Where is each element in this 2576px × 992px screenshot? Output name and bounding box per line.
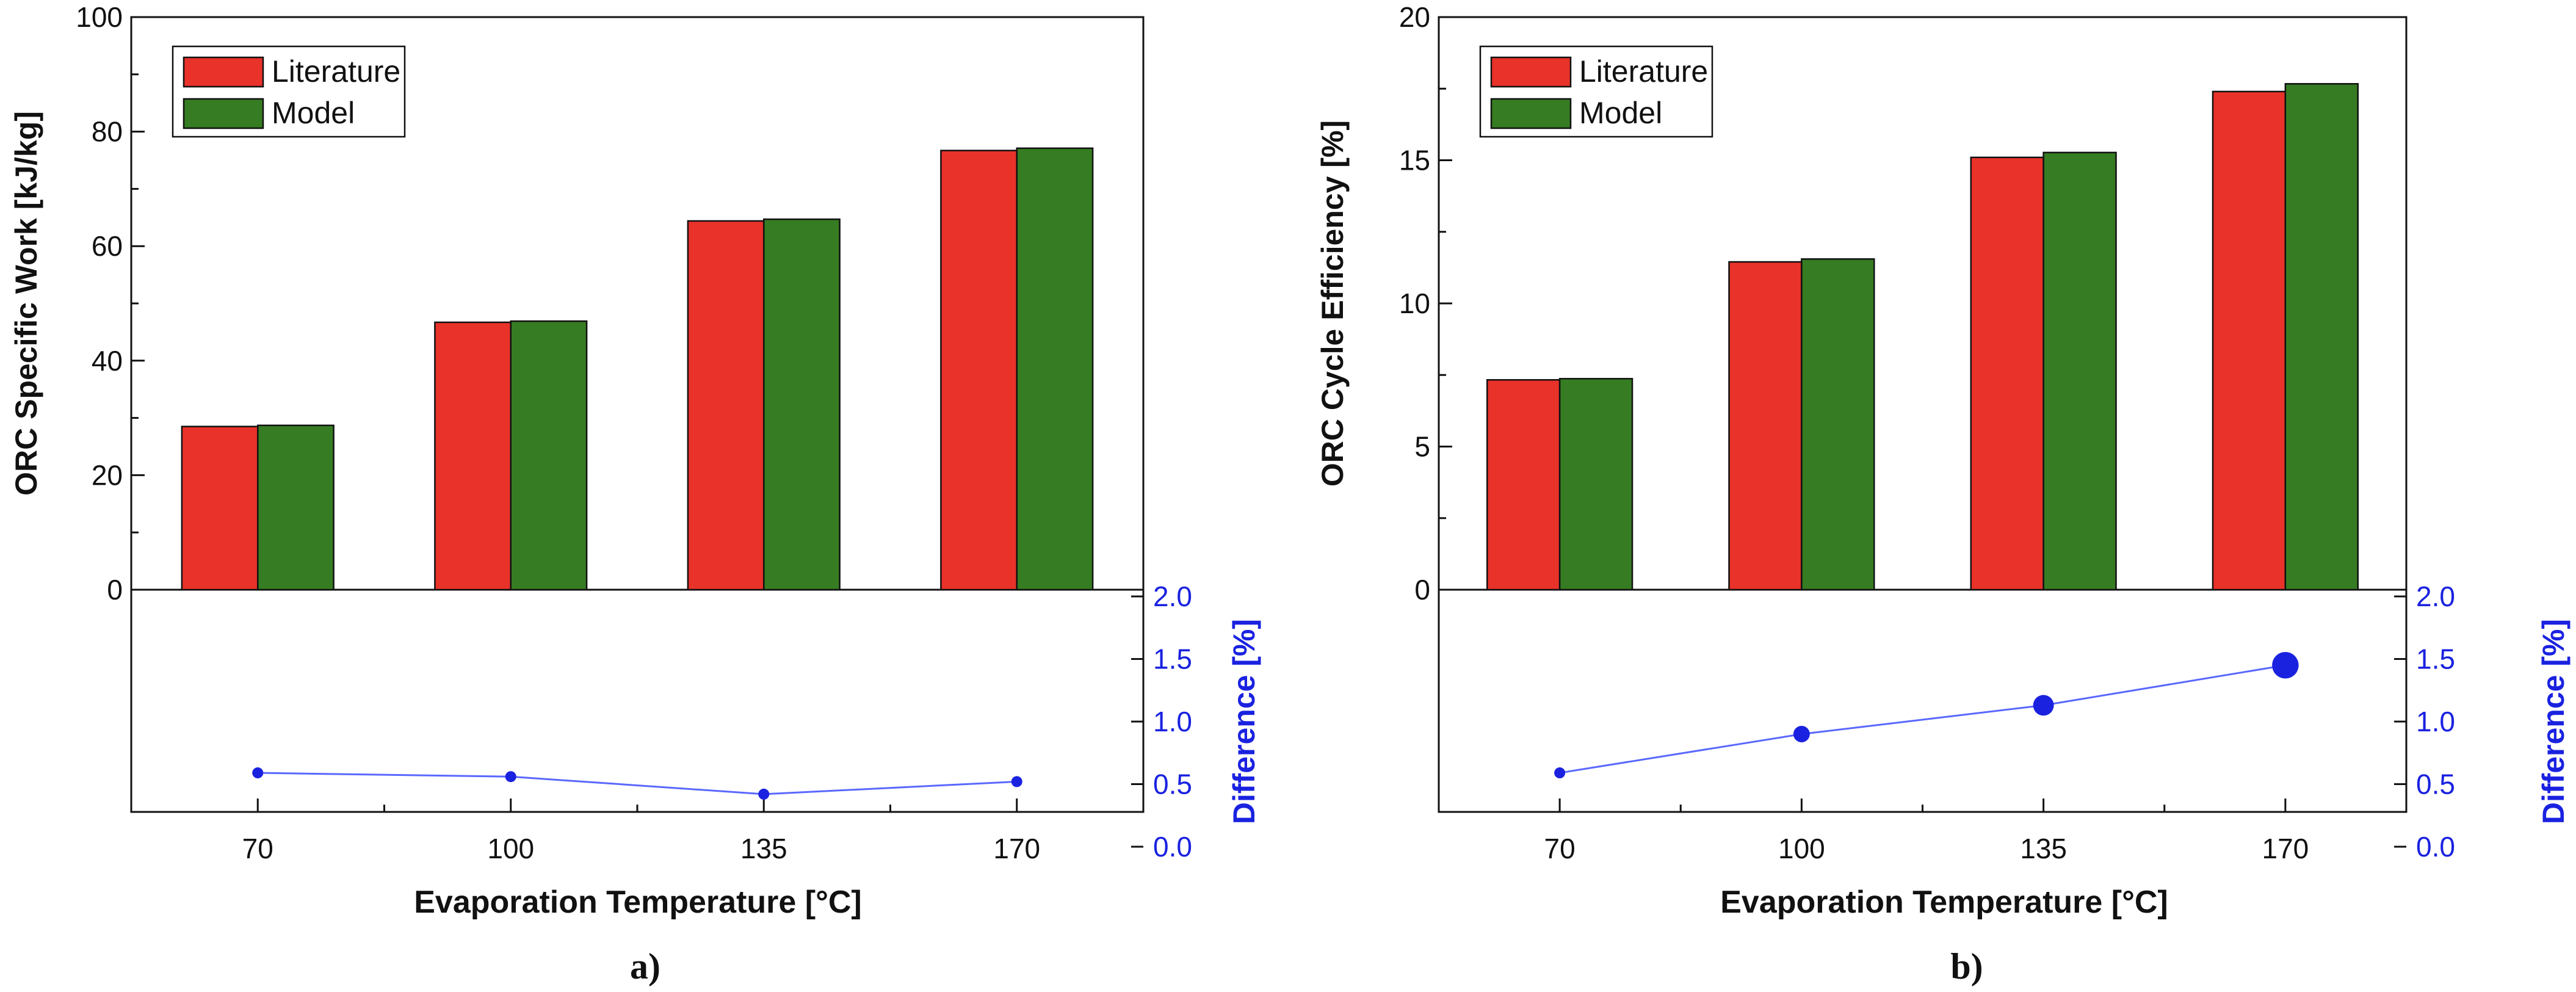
difference-point-135 xyxy=(758,788,770,800)
x-axis-title: Evaporation Temperature [°C] xyxy=(1720,885,2168,920)
legend-swatch-literature xyxy=(183,56,264,88)
x-tick-label: 100 xyxy=(1778,833,1825,864)
diff-tick-label: 1.5 xyxy=(2416,643,2455,675)
diff-tick-label: 1.0 xyxy=(2416,706,2455,737)
diff-tick-label: 1.0 xyxy=(1153,706,1192,737)
legend-swatch-model xyxy=(1490,98,1572,129)
bar-literature-170 xyxy=(940,150,1018,591)
bar-model-100 xyxy=(510,320,588,591)
bar-literature-135 xyxy=(1970,156,2044,591)
y-tick-label: 40 xyxy=(92,345,123,377)
panel-label: a) xyxy=(630,946,660,987)
y-tick-label: 20 xyxy=(1399,1,1430,33)
difference-point-135 xyxy=(2033,695,2054,716)
bar-model-135 xyxy=(763,218,841,591)
diff-tick-label: 2.0 xyxy=(2416,581,2455,612)
bar-model-170 xyxy=(2284,83,2359,591)
bar-model-170 xyxy=(1016,147,1094,591)
difference-point-70 xyxy=(1554,767,1566,779)
difference-point-70 xyxy=(252,767,264,779)
difference-point-170 xyxy=(1011,776,1022,787)
chart-panel-b: 0 5 10 15 20 ORC Cycle Efficiency [%] 0.0 0.5 1.… xyxy=(1315,1,2571,987)
bar-model-70 xyxy=(1558,378,1634,591)
diff-tick-label: 0.5 xyxy=(1153,769,1192,800)
x-tick-label: 100 xyxy=(487,833,534,864)
bar-model-135 xyxy=(2042,151,2117,591)
x-axis-title: Evaporation Temperature [°C] xyxy=(414,885,862,920)
y-tick-label: 15 xyxy=(1399,145,1430,176)
chart-panel-a: 0 20 40 60 80 100 ORC Specific Work [kJ/kg] 0.0… xyxy=(9,1,1261,987)
difference-axis-title: Difference [%] xyxy=(2536,619,2571,824)
bar-model-100 xyxy=(1801,258,1875,591)
panel-label: b) xyxy=(1950,946,1983,987)
bar-literature-100 xyxy=(1728,261,1803,591)
y-tick-label: 60 xyxy=(92,230,123,262)
x-tick-label: 135 xyxy=(740,833,787,864)
legend-swatch-literature xyxy=(1490,56,1572,88)
diff-tick-label: 0.0 xyxy=(1153,831,1192,863)
x-tick-label: 170 xyxy=(2262,833,2309,864)
diff-tick-label: 0.5 xyxy=(2416,769,2455,800)
bar-model-70 xyxy=(257,424,335,591)
x-tick-label: 70 xyxy=(242,833,273,864)
bar-literature-170 xyxy=(2212,90,2287,591)
difference-point-100 xyxy=(505,771,516,783)
diff-tick-label: 2.0 xyxy=(1153,581,1192,612)
y-tick-label: 5 xyxy=(1414,431,1430,463)
x-tick-label: 170 xyxy=(993,833,1040,864)
bar-literature-70 xyxy=(1486,378,1561,591)
y-tick-label: 100 xyxy=(76,1,123,33)
x-tick-label: 135 xyxy=(2020,833,2067,864)
y-tick-label: 10 xyxy=(1399,288,1430,319)
x-tick-label: 70 xyxy=(1544,833,1576,864)
legend-label-model: Model xyxy=(272,96,355,130)
difference-line xyxy=(1559,664,2286,774)
bar-literature-135 xyxy=(687,220,765,591)
y-axis-title: ORC Specific Work [kJ/kg] xyxy=(9,111,43,496)
y-tick-label: 0 xyxy=(1414,574,1430,606)
y-tick-label: 20 xyxy=(92,459,123,491)
diff-tick-label: 0.0 xyxy=(2416,831,2455,863)
difference-point-170 xyxy=(2272,652,2299,679)
legend-swatch-model xyxy=(183,98,264,129)
diff-tick-label: 1.5 xyxy=(1153,643,1192,675)
y-axis-title: ORC Cycle Efficiency [%] xyxy=(1315,120,1350,487)
legend-label-model: Model xyxy=(1579,96,1662,130)
y-tick-label: 80 xyxy=(92,116,123,148)
legend-label-literature: Literature xyxy=(272,54,400,89)
legend-label-literature: Literature xyxy=(1579,54,1708,89)
y-tick-label: 0 xyxy=(107,574,123,606)
difference-line xyxy=(258,772,1017,795)
bar-literature-100 xyxy=(434,321,512,591)
difference-point-100 xyxy=(1793,726,1810,742)
bar-literature-70 xyxy=(181,425,259,591)
difference-axis-title: Difference [%] xyxy=(1227,619,1261,824)
